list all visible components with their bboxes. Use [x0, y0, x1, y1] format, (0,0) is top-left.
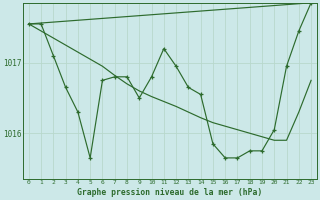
X-axis label: Graphe pression niveau de la mer (hPa): Graphe pression niveau de la mer (hPa) [77, 188, 263, 197]
